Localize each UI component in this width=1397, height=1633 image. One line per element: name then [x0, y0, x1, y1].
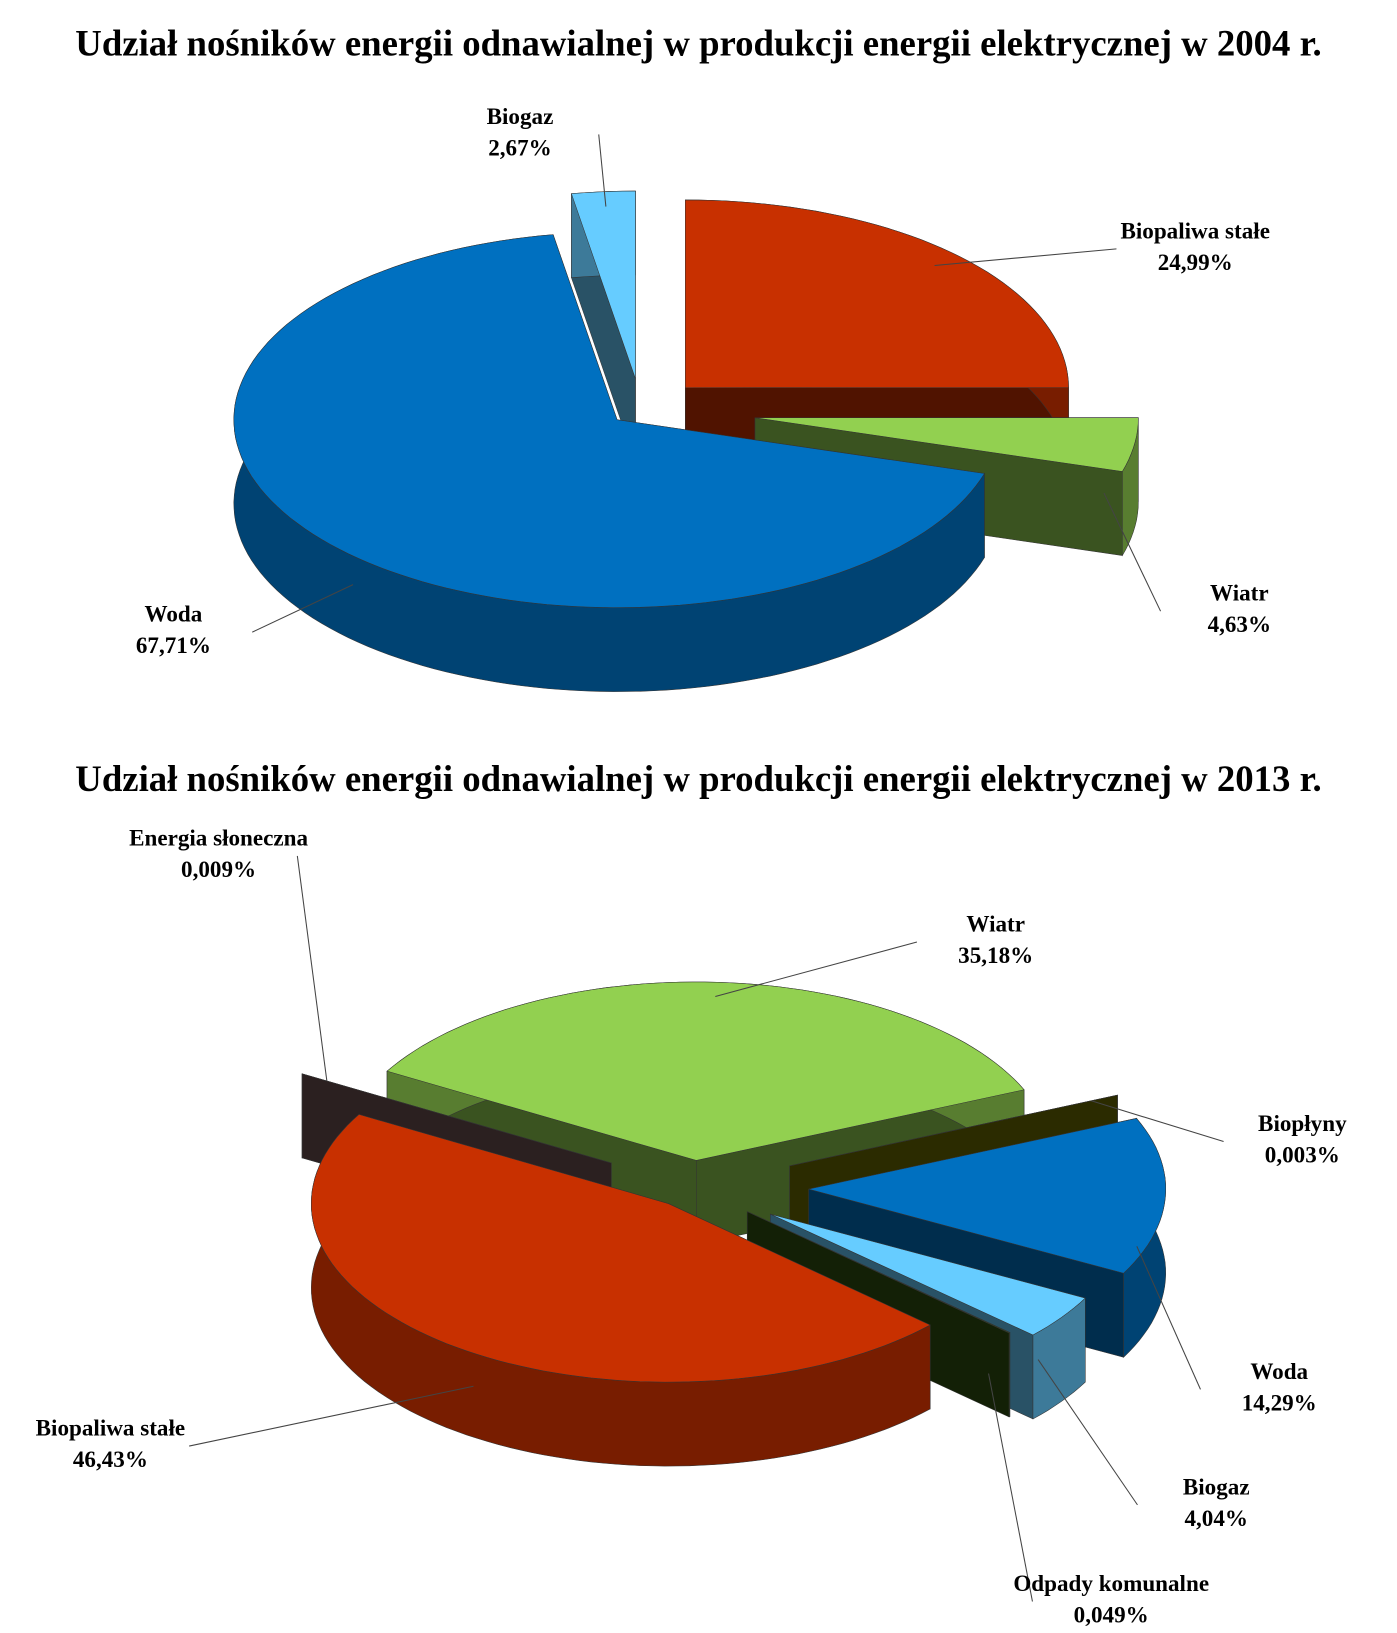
value-label: 0,009%: [181, 856, 256, 882]
leader-line: [1091, 1100, 1224, 1143]
value-label: 67,71%: [136, 632, 211, 658]
slice: [770, 1213, 1086, 1336]
leader-line: [1136, 1246, 1201, 1390]
slice-group: [571, 190, 636, 463]
category-label: Biopłyny: [1258, 1110, 1347, 1136]
category-label: Odpady komunalne: [1013, 1570, 1209, 1596]
leader-line: [189, 1385, 474, 1447]
leader-line: [598, 134, 607, 207]
leader-line: [296, 855, 328, 1081]
leader-line: [934, 248, 1117, 267]
slice-wall: [1008, 1332, 1011, 1418]
category-label: Wiatr: [1210, 580, 1269, 606]
slice-group: [233, 234, 985, 692]
slice: [789, 1094, 1118, 1167]
category-label: Biogaz: [487, 103, 554, 129]
value-label: 35,18%: [958, 942, 1033, 968]
leader-line: [251, 584, 354, 633]
leader-line: [1037, 1359, 1138, 1506]
value-label: 4,04%: [1184, 1505, 1248, 1531]
chart-title: Udział nośników energii odnawialnej w pr…: [75, 23, 1321, 64]
leader-line: [715, 941, 918, 998]
slice: [386, 981, 1025, 1161]
category-label: Woda: [145, 601, 203, 627]
value-label: 4,63%: [1208, 611, 1272, 637]
slice: [808, 1118, 1166, 1274]
slice: [754, 417, 1139, 472]
slice: [311, 1114, 931, 1383]
category-label: Wiatr: [966, 911, 1025, 937]
slice: [747, 1211, 1011, 1334]
value-label: 0,003%: [1265, 1142, 1340, 1168]
category-label: Biopaliwa stałe: [36, 1415, 185, 1441]
category-label: Woda: [1250, 1358, 1308, 1384]
slice: [685, 199, 1069, 388]
value-label: 24,99%: [1158, 249, 1233, 275]
value-label: 2,67%: [488, 134, 552, 160]
leader-line: [1103, 492, 1162, 612]
value-label: 46,43%: [73, 1446, 148, 1472]
category-label: Biopaliwa stałe: [1120, 217, 1269, 243]
slice-group: [311, 1113, 931, 1467]
slice: [301, 1073, 612, 1164]
value-label: 14,29%: [1242, 1389, 1317, 1415]
category-label: Biogaz: [1183, 1473, 1250, 1499]
chart-title: Udział nośników energii odnawialnej w pr…: [75, 758, 1321, 799]
category-label: Energia słoneczna: [129, 824, 308, 850]
slice: [233, 234, 985, 608]
slice: [571, 190, 636, 379]
value-label: 0,049%: [1074, 1602, 1149, 1628]
leader-line: [988, 1373, 1033, 1602]
